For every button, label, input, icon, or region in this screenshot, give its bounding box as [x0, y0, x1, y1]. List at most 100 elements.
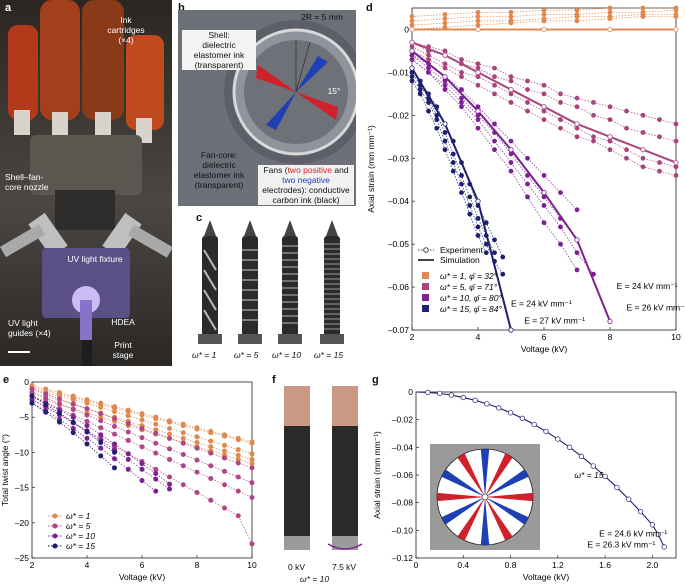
- run-point: [153, 450, 159, 456]
- run-point: [222, 448, 227, 454]
- experiment-point: [640, 130, 646, 135]
- experiment-point: [640, 164, 646, 170]
- run-point: [180, 430, 186, 436]
- simulation-point: [574, 237, 580, 243]
- experiment-line: [411, 72, 495, 253]
- experiment-point: [607, 5, 613, 11]
- run-point: [249, 541, 255, 547]
- simulation-point: [472, 397, 478, 403]
- legend-series-label: ω* = 10, φ̄ = 80°: [440, 293, 502, 303]
- experiment-point: [640, 155, 646, 161]
- legend-series-label: ω* = 10: [66, 531, 95, 541]
- simulation-point: [614, 484, 620, 491]
- experiment-point: [442, 82, 448, 88]
- simulation-point: [475, 26, 481, 33]
- legend-experiment-label: Experiment: [440, 245, 484, 255]
- run-point: [57, 391, 62, 397]
- experiment-point: [475, 9, 481, 15]
- experiment-point: [450, 151, 456, 157]
- experiment-point: [426, 52, 431, 58]
- panel-letter-d: d: [366, 2, 373, 14]
- run-line: [31, 385, 253, 443]
- experiment-point: [459, 74, 464, 80]
- y-tick-label: –0.03: [388, 153, 410, 163]
- run-point: [208, 444, 214, 450]
- run-point: [125, 466, 131, 472]
- experiment-point: [508, 100, 514, 105]
- experiment-point: [409, 78, 415, 84]
- run-point: [112, 423, 117, 429]
- run-point: [84, 412, 90, 418]
- experiment-point: [508, 20, 514, 26]
- run-point: [125, 409, 131, 415]
- experiment-point: [409, 14, 415, 19]
- run-point: [167, 481, 172, 487]
- run-point: [139, 435, 145, 441]
- run-point: [125, 437, 131, 443]
- cross-section-schematic: [178, 10, 356, 206]
- run-point: [57, 401, 62, 407]
- run-point: [235, 513, 241, 519]
- inset-fan: [485, 497, 529, 525]
- x-tick-label: 1.6: [599, 560, 611, 570]
- simulation-point: [475, 198, 481, 204]
- run-point: [167, 435, 172, 441]
- chart-axial-strain-omega15: 0 0.4 0.8 1.2 1.6 2.0 0 –0.02 –0.04 –0.06 –0.08 –0.…: [372, 387, 677, 582]
- experiment-point: [541, 220, 547, 226]
- x-tick-label: 6: [140, 560, 145, 570]
- experiment-line: [411, 67, 504, 258]
- experiment-point: [492, 138, 497, 144]
- experiment-point: [492, 82, 497, 88]
- run-point: [235, 437, 241, 443]
- run-point: [249, 465, 255, 471]
- experiment-point: [624, 108, 629, 114]
- annotation-label: E = 24.6 kV mm⁻¹: [599, 529, 667, 539]
- run-point: [235, 460, 241, 466]
- inset-fan: [480, 449, 490, 497]
- run-point: [167, 446, 172, 452]
- run-point: [180, 482, 186, 488]
- inset-fan: [485, 469, 529, 497]
- run-point: [235, 452, 241, 458]
- x-axis-label: Voltage (kV): [119, 572, 165, 582]
- simulation-point: [475, 69, 481, 76]
- experiment-point: [475, 65, 481, 71]
- simulation-point: [409, 26, 415, 33]
- y-tick-label: 0: [404, 24, 409, 34]
- annotation-label: ω* = 15: [574, 470, 603, 480]
- experiment-point: [591, 112, 596, 118]
- actuator-omega-1: [198, 220, 222, 344]
- run-point: [112, 409, 117, 415]
- simulation-point: [673, 159, 679, 166]
- experiment-point: [591, 138, 596, 144]
- experiment-point: [574, 95, 580, 101]
- experiment-point: [574, 14, 580, 19]
- simulation-point: [607, 318, 613, 325]
- panel-letter-b: b: [178, 2, 185, 14]
- experiment-point: [442, 65, 448, 71]
- run-point: [84, 435, 90, 441]
- y-tick-label: –0.08: [392, 498, 414, 508]
- experiment-point: [607, 9, 613, 15]
- experiment-point: [442, 87, 448, 92]
- experiment-point: [475, 125, 481, 131]
- run-point: [125, 413, 131, 419]
- experiment-point: [426, 57, 431, 62]
- experiment-point: [574, 18, 580, 24]
- inset-cross-section: [430, 444, 540, 550]
- run-point: [208, 463, 214, 469]
- experiment-point: [459, 190, 464, 196]
- simulation-point: [607, 134, 613, 140]
- simulation-point: [460, 394, 466, 401]
- label-uv-guides: UV light guides (×4): [8, 318, 51, 338]
- y-tick-label: –20: [15, 518, 29, 528]
- y-tick-label: –10: [15, 447, 29, 457]
- experiment-point: [525, 181, 530, 187]
- simulation-point: [607, 26, 613, 33]
- simulation-point: [442, 74, 448, 80]
- simulation-point: [655, 531, 661, 538]
- experiment-point: [442, 20, 448, 26]
- actuator-0kv: [284, 386, 310, 550]
- experiment-point: [607, 147, 613, 153]
- run-point: [70, 401, 76, 407]
